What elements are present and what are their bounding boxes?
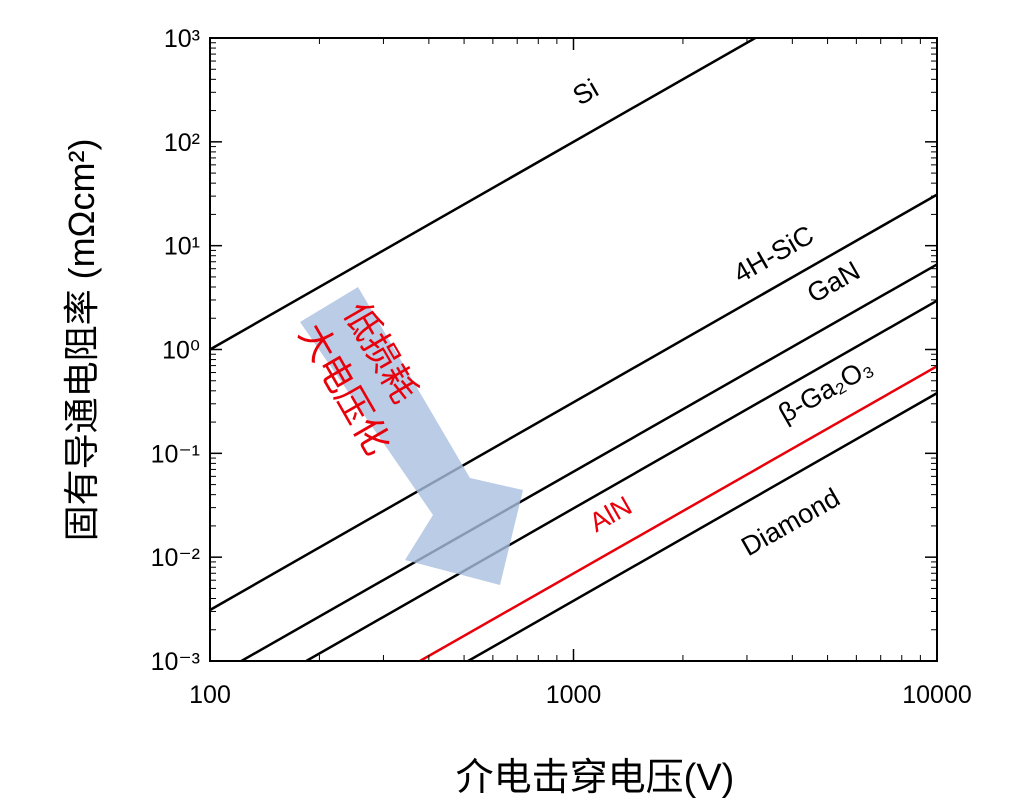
y-tick-label: 10³: [164, 25, 200, 53]
y-tick-label: 10⁻²: [151, 544, 200, 572]
y-tick-label: 10¹: [164, 233, 200, 261]
x-axis-title: 介电击穿电压(V): [456, 757, 735, 799]
series-label: GaN: [802, 255, 865, 309]
y-tick-label: 10²: [164, 129, 200, 157]
series-line: [419, 365, 937, 661]
plot-lines: [210, 38, 937, 661]
x-tick-label: 1000: [546, 681, 602, 709]
series-line: [305, 299, 937, 661]
x-tick-label: 10000: [902, 681, 972, 709]
y-tick-label: 10⁻³: [151, 648, 200, 676]
y-axis-title: 固有导通电阻率 (mΩcm²): [61, 139, 102, 542]
y-tick-label: 10⁰: [162, 337, 200, 365]
series-line: [210, 193, 937, 612]
x-tick-label: 100: [189, 681, 231, 709]
series-label: 4H-SiC: [728, 220, 818, 289]
series-line: [240, 263, 937, 661]
series-line: [467, 392, 937, 661]
series-line: [210, 38, 756, 351]
series-label: Si: [568, 73, 604, 111]
arrow: [300, 287, 523, 585]
y-tick-label: 10⁻¹: [151, 440, 200, 468]
series-label: Diamond: [736, 482, 845, 562]
